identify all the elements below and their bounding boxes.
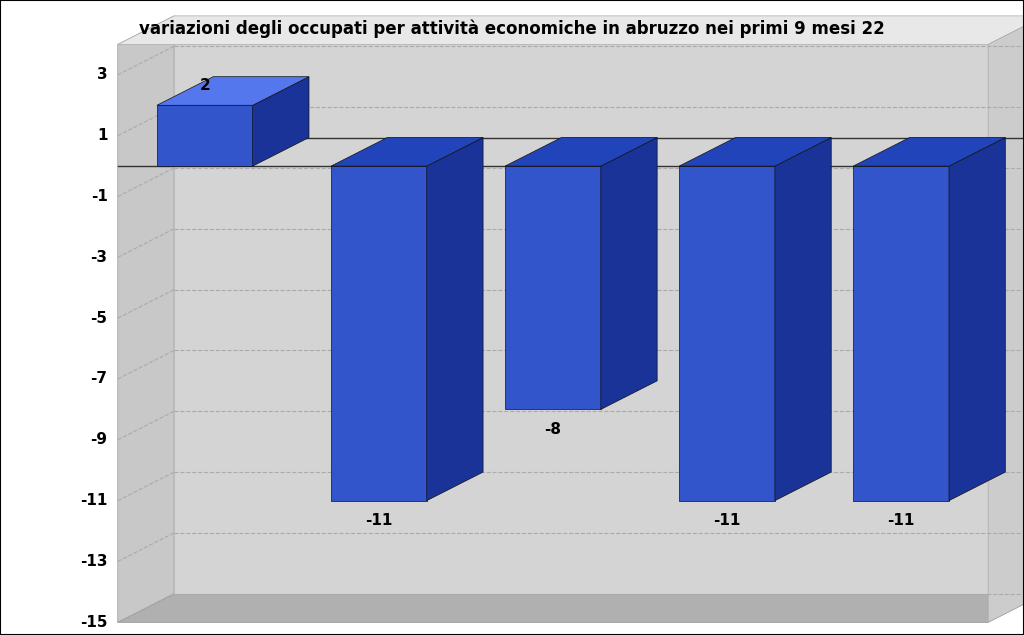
Polygon shape (505, 166, 601, 410)
Text: 2: 2 (200, 77, 210, 93)
Polygon shape (157, 105, 253, 166)
Polygon shape (118, 16, 174, 622)
Text: -15: -15 (80, 615, 108, 630)
Polygon shape (679, 166, 775, 500)
Polygon shape (118, 16, 1024, 44)
Text: 3: 3 (97, 67, 108, 83)
Polygon shape (174, 16, 1024, 594)
Text: -11: -11 (366, 513, 392, 528)
Text: -13: -13 (80, 554, 108, 569)
Text: -9: -9 (90, 432, 108, 447)
Polygon shape (118, 594, 1024, 622)
Text: -11: -11 (888, 513, 914, 528)
Polygon shape (427, 138, 483, 500)
Text: -11: -11 (714, 513, 740, 528)
Polygon shape (679, 138, 831, 166)
Polygon shape (775, 138, 831, 500)
Polygon shape (853, 166, 949, 500)
Text: -7: -7 (90, 371, 108, 387)
Polygon shape (949, 138, 1006, 500)
Polygon shape (988, 16, 1024, 622)
Polygon shape (853, 138, 1006, 166)
Text: -5: -5 (90, 311, 108, 326)
Polygon shape (601, 138, 657, 410)
Text: -3: -3 (90, 250, 108, 265)
Polygon shape (505, 138, 657, 166)
Text: -11: -11 (80, 493, 108, 508)
Text: 1: 1 (97, 128, 108, 143)
Text: -1: -1 (91, 189, 108, 204)
Text: variazioni degli occupati per attività economiche in abruzzo nei primi 9 mesi 22: variazioni degli occupati per attività e… (139, 19, 885, 37)
Polygon shape (331, 138, 483, 166)
Text: -8: -8 (545, 422, 561, 437)
Polygon shape (157, 77, 309, 105)
Polygon shape (253, 77, 309, 166)
Polygon shape (331, 166, 427, 500)
